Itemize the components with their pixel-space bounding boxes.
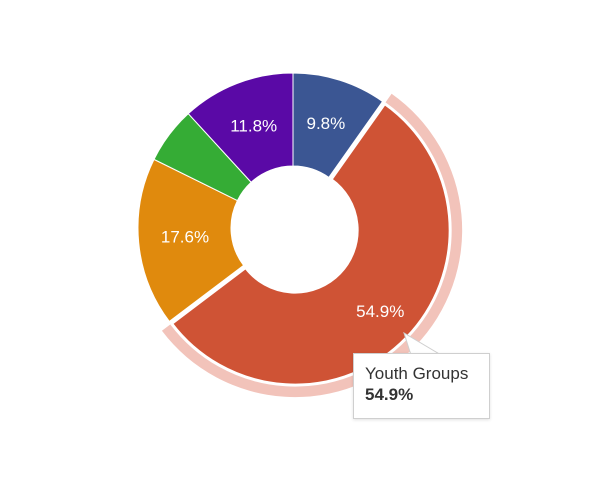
slice-data-label-1: 54.9% [356, 302, 404, 321]
slice-data-label-4: 11.8% [230, 116, 277, 135]
slices-layer [137, 72, 452, 387]
slice-data-label-2: 17.6% [161, 228, 209, 247]
pie-slice-2[interactable] [137, 158, 245, 322]
tooltip-series-value: 54.9% [365, 385, 414, 404]
data-labels-layer: 9.8% 54.9% 17.6% 11.8% [161, 114, 404, 321]
tooltip-series-name: Youth Groups [365, 364, 469, 383]
chart-tooltip: Youth Groups 54.9% [353, 353, 490, 419]
pie-slice-0[interactable] [292, 72, 384, 178]
pie-slice-4[interactable] [187, 72, 294, 183]
slice-data-label-0: 9.8% [307, 114, 346, 133]
pie-slice-1[interactable] [169, 102, 452, 387]
